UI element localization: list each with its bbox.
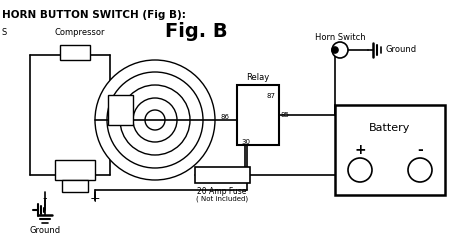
Circle shape (332, 42, 348, 58)
Text: Relay: Relay (246, 73, 270, 82)
Text: Horn Switch: Horn Switch (315, 33, 365, 42)
Text: ( Not included): ( Not included) (196, 195, 248, 201)
Circle shape (332, 47, 338, 53)
Bar (60, 45, 90, 60)
Text: 20 Amp Fuse: 20 Amp Fuse (197, 187, 246, 196)
Bar (62, 180, 88, 192)
Text: -: - (43, 192, 47, 205)
Circle shape (120, 85, 190, 155)
Text: -: - (417, 143, 423, 157)
Bar (237, 85, 279, 145)
Circle shape (95, 60, 215, 180)
Text: 30: 30 (241, 139, 250, 145)
Circle shape (348, 158, 372, 182)
Circle shape (107, 72, 203, 168)
Text: S: S (2, 28, 7, 37)
Circle shape (145, 110, 165, 130)
Text: +: + (354, 143, 366, 157)
Text: Ground: Ground (29, 226, 61, 235)
Text: Ground: Ground (386, 46, 417, 54)
Text: 85: 85 (281, 112, 290, 118)
Bar (335, 105, 445, 195)
Bar (55, 160, 95, 180)
Bar (195, 167, 250, 183)
Bar (108, 95, 133, 125)
Text: HORN BUTTON SWITCH (Fig B):: HORN BUTTON SWITCH (Fig B): (2, 10, 186, 20)
Text: Battery: Battery (369, 123, 410, 133)
Text: +: + (90, 192, 100, 205)
Circle shape (408, 158, 432, 182)
Circle shape (133, 98, 177, 142)
Text: 86: 86 (221, 114, 230, 120)
Text: Fig. B: Fig. B (165, 22, 228, 41)
Text: 87: 87 (267, 93, 276, 99)
Text: Compressor: Compressor (55, 28, 105, 37)
